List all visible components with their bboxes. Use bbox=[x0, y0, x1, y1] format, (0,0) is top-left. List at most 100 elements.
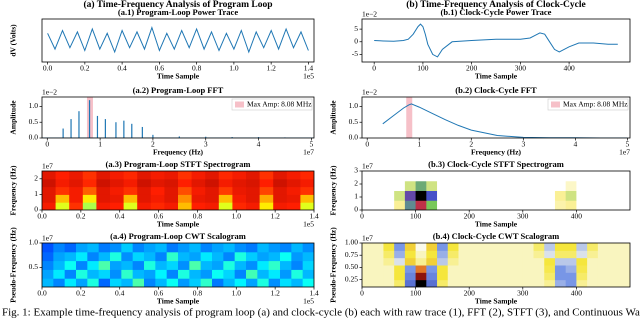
heatmap-cell bbox=[512, 272, 524, 281]
heatmap-cell bbox=[490, 200, 502, 210]
heatmap-cell bbox=[232, 178, 247, 188]
heatmap-cell bbox=[246, 202, 261, 210]
heatmap-cell bbox=[479, 171, 492, 182]
panel: (a.4) Program-Loop CWT Scalogram 0.0 0.2 0.… bbox=[9, 227, 319, 306]
heatmap-cell bbox=[490, 190, 502, 201]
heatmap-cell bbox=[76, 269, 88, 279]
heatmap-cell bbox=[110, 278, 122, 287]
heatmap-cell bbox=[164, 202, 179, 210]
heatmap-cell bbox=[608, 265, 620, 273]
heatmap-cell bbox=[426, 257, 438, 266]
x-tick-label: 0.8 bbox=[193, 289, 203, 298]
heatmap-cell bbox=[544, 190, 556, 201]
heatmap-cell bbox=[426, 250, 438, 259]
heatmap-cell bbox=[479, 257, 492, 266]
y-axis-label: dV (Volts) bbox=[9, 24, 18, 57]
heatmap-cell bbox=[137, 194, 152, 203]
heatmap-cell bbox=[576, 272, 588, 281]
heatmap-cell bbox=[554, 279, 567, 287]
heatmap-cell bbox=[64, 260, 77, 270]
heatmap-cell bbox=[218, 202, 233, 210]
heatmap-cell bbox=[257, 260, 270, 270]
heatmap-cell bbox=[286, 178, 301, 188]
x-tick-label: 1.0 bbox=[232, 289, 242, 298]
heatmap-cell bbox=[232, 202, 247, 210]
heatmap-cell bbox=[533, 279, 545, 287]
heatmap-cell bbox=[447, 171, 459, 182]
x-tick-label: 300 bbox=[517, 212, 529, 221]
heatmap-cell bbox=[123, 194, 138, 203]
heatmap-cell bbox=[223, 269, 236, 279]
heatmap-cell bbox=[362, 200, 374, 210]
heatmap-cell bbox=[110, 251, 122, 262]
heatmap-cell bbox=[576, 190, 588, 201]
heatmap-cell bbox=[42, 260, 54, 270]
heatmap-cell bbox=[533, 250, 545, 259]
heatmap-cell bbox=[110, 178, 125, 188]
heatmap-cell bbox=[544, 279, 556, 287]
x-tick-label: 200 bbox=[464, 289, 476, 298]
legend-box bbox=[231, 98, 313, 111]
heatmap-cell bbox=[69, 171, 84, 180]
heatmap-cell bbox=[87, 251, 100, 262]
x-tick-label: 300 bbox=[517, 289, 529, 298]
heatmap-cell bbox=[362, 272, 374, 281]
heatmap-cell bbox=[544, 180, 556, 191]
x-tick-label: 0.6 bbox=[154, 289, 164, 298]
heatmap-cell bbox=[533, 171, 545, 182]
y-offset-label: 1e7 bbox=[362, 234, 373, 243]
heatmap-cell bbox=[189, 278, 202, 287]
heatmap-cell bbox=[404, 180, 417, 191]
heatmap-cell bbox=[415, 279, 427, 287]
heatmap-cell bbox=[415, 180, 427, 191]
heatmap-cell bbox=[458, 279, 470, 287]
heatmap-cell bbox=[123, 171, 138, 180]
heatmap-cell bbox=[178, 171, 193, 180]
heatmap-cell bbox=[191, 194, 206, 203]
heatmap-cell bbox=[200, 278, 213, 287]
heatmap-cell bbox=[150, 194, 165, 203]
heatmap-cell bbox=[608, 190, 620, 201]
y-tick-label: 0.5 bbox=[349, 117, 359, 126]
heatmap-cell bbox=[132, 269, 145, 279]
heatmap-cell bbox=[394, 200, 406, 210]
heatmap-cell bbox=[178, 269, 190, 279]
heatmap-cell bbox=[597, 190, 610, 201]
heatmap-cell bbox=[200, 251, 213, 262]
y-tick-label: -5 bbox=[352, 49, 358, 58]
heatmap-cell bbox=[42, 243, 54, 253]
heatmap-cell bbox=[501, 279, 513, 287]
heatmap-cell bbox=[479, 200, 492, 210]
heatmap-cell bbox=[404, 257, 417, 266]
y-tick-label: 1.0 bbox=[29, 238, 39, 247]
heatmap-cell bbox=[372, 171, 384, 182]
heatmap-cell bbox=[415, 272, 427, 281]
heatmap-cell bbox=[372, 250, 384, 259]
heatmap-cell bbox=[458, 243, 470, 251]
y-axis-label: Amplitude bbox=[9, 100, 18, 135]
heatmap-cell bbox=[522, 200, 535, 210]
x-axis-label: Time Sample bbox=[475, 72, 518, 81]
x-tick-label: 0 bbox=[360, 289, 364, 298]
heatmap-cell bbox=[394, 250, 406, 259]
caption: Fig. 1: Example time-frequency analysis … bbox=[2, 307, 640, 319]
heatmap-cell bbox=[155, 251, 168, 262]
heatmap-cell bbox=[178, 260, 190, 270]
heatmap-cell bbox=[437, 171, 449, 182]
heatmap-cell bbox=[155, 278, 168, 287]
heatmap-cell bbox=[469, 180, 481, 191]
heatmap-cell bbox=[110, 171, 125, 180]
heatmap-cell bbox=[565, 171, 577, 182]
heatmap-cell bbox=[362, 250, 374, 259]
y-tick-label: 2 bbox=[34, 174, 38, 183]
heatmap-cell bbox=[280, 251, 292, 262]
heatmap-cell bbox=[437, 272, 449, 281]
x-tick-label: 1 bbox=[98, 140, 102, 149]
heatmap-cell bbox=[597, 257, 610, 266]
heatmap-cell bbox=[533, 180, 545, 191]
heatmap-cell bbox=[447, 265, 459, 273]
heatmap-cell bbox=[383, 243, 395, 251]
heatmap-cell bbox=[565, 250, 577, 259]
y-offset-label: 1e7 bbox=[362, 162, 373, 171]
heatmap-cell bbox=[280, 243, 292, 253]
